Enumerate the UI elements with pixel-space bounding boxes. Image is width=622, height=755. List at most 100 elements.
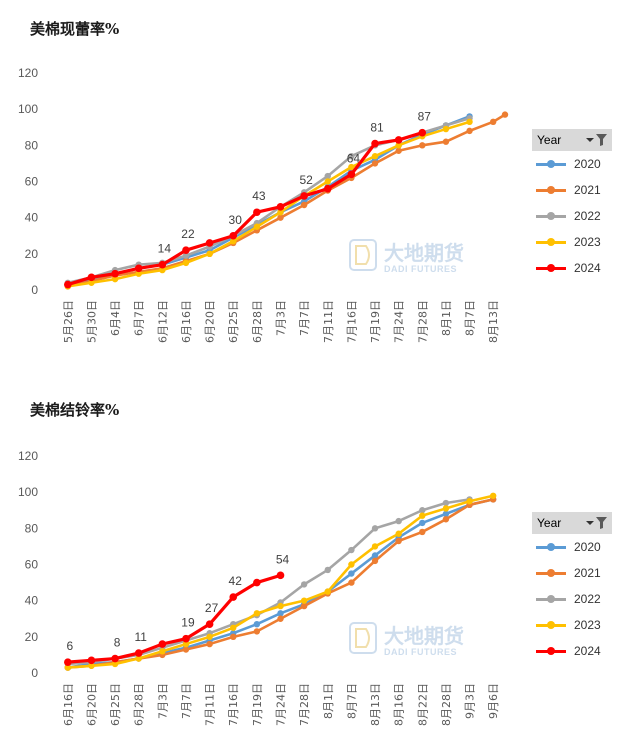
x-tick-label: 8月7日: [345, 683, 358, 719]
x-tick-label: 7月28日: [416, 300, 429, 343]
data-point-2021: [466, 127, 473, 135]
data-point-2024: [229, 231, 238, 240]
data-point-2021: [277, 615, 284, 622]
data-point-2024: [64, 280, 72, 289]
watermark-en: DADI FUTURES: [384, 647, 457, 657]
legend-swatch-dot: [547, 186, 555, 194]
data-point-2023: [206, 250, 213, 258]
data-point-2022: [395, 517, 402, 525]
chart-legend[interactable]: Year 2020 2021 2022 2023 2024: [532, 512, 612, 664]
y-tick-label: 20: [25, 247, 39, 261]
watermark-cn: 大地期货: [384, 624, 464, 648]
data-point-2023: [135, 655, 142, 662]
x-tick-label: 6月20日: [204, 300, 217, 343]
x-tick-label: 6月25日: [227, 300, 240, 343]
legend-label: 2024: [574, 644, 601, 658]
x-tick-label: 7月7日: [298, 300, 311, 336]
x-tick-label: 8月16日: [393, 683, 406, 726]
legend-swatch: [536, 645, 566, 657]
legend-item-2024[interactable]: 2024: [532, 255, 612, 281]
legend-swatch-dot: [547, 595, 555, 603]
data-label: 52: [299, 173, 313, 187]
legend-item-2023[interactable]: 2023: [532, 612, 612, 638]
data-point-2021: [253, 628, 261, 635]
data-point-2023: [348, 561, 355, 568]
data-point-2023: [135, 270, 142, 277]
x-tick-label: 7月3日: [275, 300, 288, 336]
legend-item-2022[interactable]: 2022: [532, 203, 612, 229]
legend-item-2022[interactable]: 2022: [532, 586, 612, 612]
data-point-2023: [159, 648, 166, 655]
legend-items: 2020 2021 2022 2023 2024: [532, 151, 612, 281]
data-label: 43: [252, 189, 266, 203]
data-point-2023: [253, 610, 261, 617]
legend-item-2021[interactable]: 2021: [532, 177, 612, 203]
y-tick-label: 20: [25, 630, 39, 644]
squaring-rate-panel: 美棉现蕾率% 0 20 40 60 80 100 120 5月26日 5月30日 6月4日 6月7日…: [0, 0, 622, 372]
data-point-2023: [442, 505, 450, 512]
legend-item-2023[interactable]: 2023: [532, 229, 612, 255]
filter-icon[interactable]: [585, 133, 607, 147]
data-point-2020: [348, 570, 355, 577]
data-point-2023: [442, 125, 450, 133]
x-tick-label: 9月3日: [464, 683, 477, 719]
legend-item-2021[interactable]: 2021: [532, 560, 612, 586]
funnel-icon: [596, 517, 607, 529]
data-label: 87: [418, 110, 432, 124]
y-tick-label: 100: [18, 102, 38, 116]
data-point-2024: [158, 260, 167, 269]
x-tick-label: 6月12日: [156, 300, 169, 343]
legend-label: 2023: [574, 618, 601, 632]
data-point-2024: [87, 656, 96, 665]
x-tick-label: 6月25日: [109, 683, 122, 726]
legend-swatch-dot: [547, 212, 555, 220]
legend-label: 2020: [574, 540, 601, 554]
data-point-2022: [324, 172, 331, 180]
data-label: 27: [205, 601, 219, 615]
data-point-2023: [277, 209, 284, 216]
legend-label: 2020: [574, 157, 601, 171]
data-point-2023: [324, 178, 331, 185]
legend-item-2020[interactable]: 2020: [532, 151, 612, 177]
series-line-2024: [67, 131, 423, 287]
data-point-2023: [230, 237, 237, 245]
legend-swatch-dot: [547, 160, 555, 168]
data-point-2023: [371, 152, 379, 160]
data-point-2023: [182, 640, 190, 648]
data-point-2021: [206, 640, 213, 648]
x-tick-label: 5月26日: [62, 300, 75, 343]
data-point-2021: [395, 147, 402, 154]
data-point-2022: [324, 566, 331, 574]
legend-label: 2024: [574, 261, 601, 275]
legend-item-2024[interactable]: 2024: [532, 638, 612, 664]
dropdown-arrow-icon: [586, 138, 594, 142]
legend-header[interactable]: Year: [532, 129, 612, 151]
data-label: 54: [276, 552, 290, 566]
data-point-2023: [206, 633, 213, 641]
x-tick-label: 8月1日: [322, 683, 335, 719]
data-point-2023: [348, 163, 355, 171]
legend-label: 2023: [574, 235, 601, 249]
data-label: 11: [134, 630, 147, 644]
data-point-2021: [300, 201, 308, 209]
legend-items: 2020 2021 2022 2023 2024: [532, 534, 612, 664]
legend-item-2020[interactable]: 2020: [532, 534, 612, 560]
x-tick-label: 6月28日: [133, 683, 146, 726]
y-tick-label: 120: [18, 66, 38, 80]
data-point-2022: [182, 252, 190, 259]
x-tick-label: 7月19日: [251, 683, 264, 726]
legend-header[interactable]: Year: [532, 512, 612, 534]
y-tick-label: 60: [25, 175, 39, 189]
chart-legend[interactable]: Year 2020 2021 2022 2023 2024: [532, 129, 612, 281]
data-point-2024: [205, 620, 214, 628]
x-tick-label: 7月7日: [180, 683, 193, 719]
data-point-2024: [182, 634, 190, 643]
chart-title: 美棉现蕾率%: [30, 20, 120, 38]
data-label: 6: [66, 639, 73, 653]
filter-icon[interactable]: [585, 516, 607, 530]
data-point-2024: [394, 136, 403, 144]
legend-title: Year: [537, 516, 562, 530]
data-point-2020: [277, 610, 284, 617]
series-line-2024: [67, 573, 281, 664]
